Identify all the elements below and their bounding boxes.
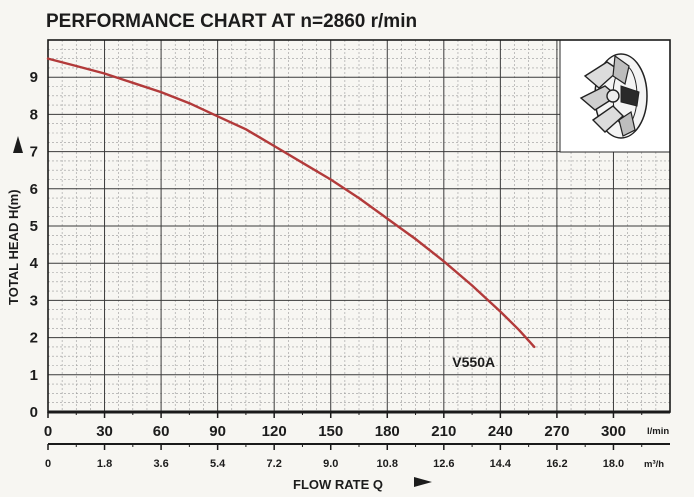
x-tick-label: 60	[153, 423, 170, 440]
y-tick-label: 5	[30, 218, 38, 235]
x-tick-label: 0	[44, 423, 52, 440]
impeller-box	[559, 39, 671, 153]
x2-tick-label: 14.4	[490, 458, 512, 470]
x2-tick-label: 18.0	[603, 458, 624, 470]
x-unit-label: l/min	[647, 426, 669, 437]
y-axis-label: TOTAL HEAD H(m)	[6, 189, 21, 305]
x2-tick-label: 16.2	[546, 458, 567, 470]
x-tick-label: 270	[544, 423, 569, 440]
y-tick-label: 7	[30, 144, 38, 161]
x2-tick-label: 12.6	[433, 458, 454, 470]
y-tick-label: 3	[30, 292, 38, 309]
series-lines	[46, 57, 536, 349]
y-axis-title: TOTAL HEAD H(m)	[6, 189, 21, 305]
x-tick-label: 300	[601, 423, 626, 440]
x-tick-label: 150	[318, 423, 343, 440]
x2-tick-label: 0	[45, 458, 51, 470]
x-tick-label: 180	[375, 423, 400, 440]
y-tick-label: 2	[30, 330, 38, 347]
x-tick-label: 120	[262, 423, 287, 440]
x-tick-label: 30	[96, 423, 113, 440]
series-label: V550A	[452, 354, 495, 370]
series-line-V550A	[46, 57, 536, 349]
x-tick-label: 90	[209, 423, 226, 440]
y-tick-label: 1	[30, 367, 38, 384]
x-arrow-icon	[414, 477, 432, 487]
y-tick-label: 6	[30, 181, 38, 198]
x2-axis-ticks: 0 1.8 3.6 5.4 7.2 9.0 10.8 12.6 14.4 16.2 18.0	[45, 458, 624, 470]
x2-tick-label: 10.8	[377, 458, 398, 470]
x2-unit-label: m³/h	[644, 459, 664, 470]
x-axis-ticks: 0 30 60 90 120 150 180 210 240 270 300	[44, 423, 626, 440]
x2-tick-label: 3.6	[153, 458, 168, 470]
x-axis-label: FLOW RATE Q	[293, 477, 383, 492]
plot-frame	[47, 39, 671, 450]
x2-tick-label: 7.2	[267, 458, 282, 470]
y-tick-label: 0	[30, 404, 38, 421]
y-tick-label: 8	[30, 106, 38, 123]
x-tick-label: 210	[431, 423, 456, 440]
x-axis-title: FLOW RATE Q	[293, 477, 432, 492]
chart-title: PERFORMANCE CHART AT n=2860 r/min	[46, 11, 417, 32]
x2-tick-label: 5.4	[210, 458, 226, 470]
impeller-icon	[579, 53, 648, 139]
y-axis-ticks: 0 1 2 3 4 5 6 7 8 9	[30, 69, 39, 421]
x-tick-label: 240	[488, 423, 513, 440]
x2-tick-label: 9.0	[323, 458, 338, 470]
y-arrow-icon	[13, 136, 23, 153]
y-tick-label: 9	[30, 69, 38, 86]
y-tick-label: 4	[30, 255, 39, 272]
series-labels: V550A	[452, 354, 495, 370]
x2-tick-label: 1.8	[97, 458, 112, 470]
grid-major	[48, 40, 670, 412]
